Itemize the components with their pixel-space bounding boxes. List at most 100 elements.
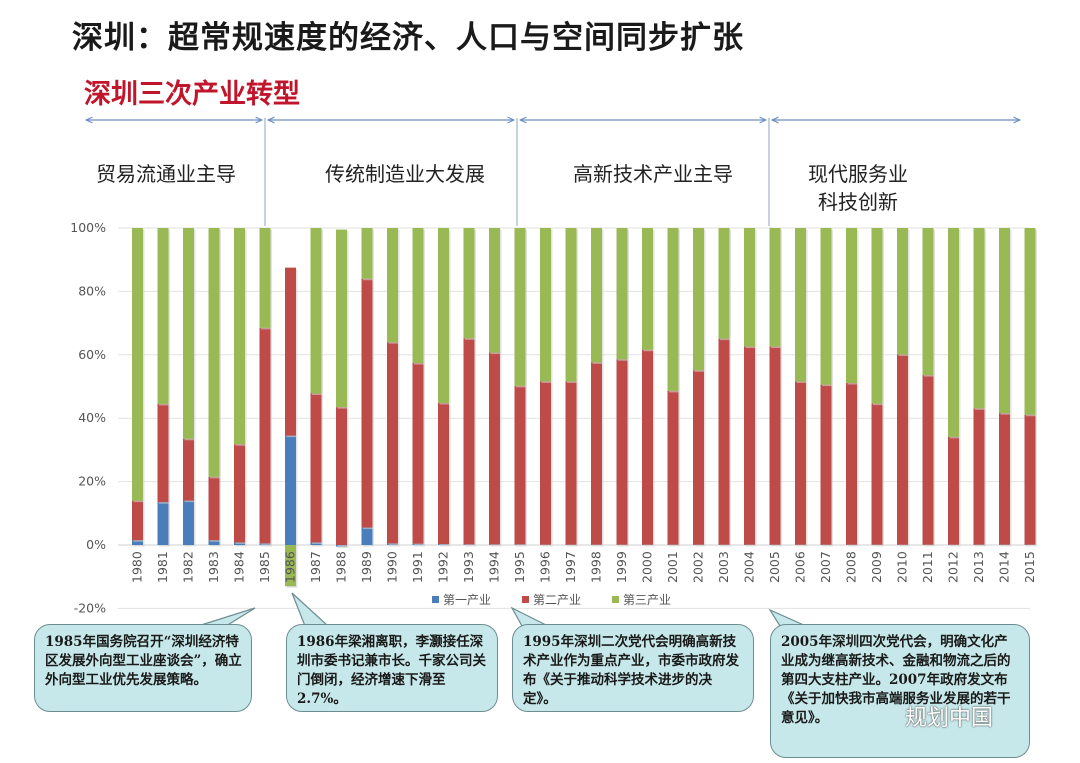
bar-segment <box>922 375 934 545</box>
phase-label-services: 现代服务业 科技创新 <box>808 162 908 214</box>
bar-segment <box>132 500 143 541</box>
bar-segment <box>693 228 704 371</box>
chart-legend: 第一产业 第二产业 第三产业 <box>432 593 671 607</box>
bar-segment <box>183 500 194 545</box>
bar-segment <box>846 228 857 384</box>
callout-tail <box>291 592 330 627</box>
bar-segment <box>591 228 602 363</box>
x-tick-label: 1981 <box>155 551 170 583</box>
bar-segment <box>897 228 908 355</box>
phase-label-hightech: 高新技术产业主导 <box>573 162 733 186</box>
legend-label: 第二产业 <box>533 593 581 607</box>
bar-segment <box>667 228 679 391</box>
x-tick-label: 1995 <box>512 551 527 583</box>
x-tick-label: 1984 <box>232 551 247 583</box>
bar-segment <box>999 228 1010 414</box>
x-tick-label: 1980 <box>130 551 145 583</box>
bar-segment <box>412 228 424 364</box>
bar-segment <box>693 370 704 545</box>
bar-segment <box>667 390 679 545</box>
bar-shadow <box>388 544 400 547</box>
legend-swatch <box>432 596 439 603</box>
bar-segment <box>846 383 857 545</box>
bar-segment <box>1024 414 1036 545</box>
bar-segment <box>285 435 296 545</box>
x-tick-label: 1983 <box>206 551 221 583</box>
bar-segment <box>922 228 934 376</box>
bar-segment <box>310 228 322 394</box>
legend-swatch <box>612 596 619 603</box>
bar-segment <box>387 228 398 343</box>
chart-subtitle: 深圳三次产业转型 <box>84 79 300 110</box>
x-tick-label: 1993 <box>461 551 476 583</box>
bar-segment <box>234 228 245 445</box>
bar-shadow <box>465 545 476 547</box>
x-tick-label: 2010 <box>895 551 910 583</box>
y-tick-label: -20% <box>74 600 106 615</box>
bar-segment <box>871 228 883 404</box>
bar-segment <box>540 228 551 382</box>
bar-segment <box>234 444 245 543</box>
x-tick-label: 2015 <box>1022 551 1037 583</box>
bar-segment <box>132 228 143 501</box>
bar-segment <box>948 228 959 437</box>
bar-segment <box>183 228 194 439</box>
bar-segment <box>489 352 500 545</box>
bar-segment <box>259 327 271 544</box>
y-tick-label: 20% <box>78 474 106 489</box>
bar-segment <box>208 228 220 477</box>
legend-label: 第三产业 <box>623 593 671 607</box>
bar-segment <box>310 393 322 543</box>
x-axis-ticks: 1980 1981 1982 1983 1984 1985 1986 1987 1988 1989… <box>130 551 1038 583</box>
bar-segment <box>438 402 449 545</box>
bar-segment <box>565 228 577 382</box>
bar-segment <box>157 403 169 503</box>
bar-segment <box>744 228 755 347</box>
watermark: 规划中国 <box>905 706 994 731</box>
page-title: 深圳：超常规速度的经济、人口与空间同步扩张 <box>72 20 744 56</box>
bar-segment <box>361 278 373 528</box>
callout-1995: 1995年深圳二次党代会明确高新技术产业作为重点产业，市委市政府发布《关于推动科… <box>512 624 754 712</box>
bar-segment <box>948 436 959 545</box>
bar-segment <box>412 363 424 544</box>
bar-segment <box>897 354 908 545</box>
bar-segment <box>336 407 347 545</box>
bar-segment <box>565 381 577 545</box>
x-tick-label: 2009 <box>869 551 884 583</box>
x-tick-label: 2014 <box>997 551 1012 583</box>
bar-segment <box>769 228 781 347</box>
bar-segment <box>132 540 143 545</box>
x-tick-label: 2011 <box>920 551 935 583</box>
phase-label-trade: 贸易流通业主导 <box>96 162 236 186</box>
bar-segment <box>973 408 985 545</box>
x-tick-label: 1990 <box>385 551 400 583</box>
bar-segment <box>540 381 551 545</box>
bar-segment <box>208 540 220 545</box>
bar-segment <box>871 403 883 545</box>
bar-segment <box>769 346 781 545</box>
x-tick-label: 2003 <box>716 551 731 583</box>
bar-segment <box>438 228 449 403</box>
phase-arrows <box>86 118 1020 226</box>
x-tick-label: 1994 <box>487 551 502 583</box>
bar-segment <box>718 338 730 545</box>
callout-2005: 2005年深圳四次党代会，明确文化产业成为继高新技术、金融和物流之后的第四大支柱… <box>770 624 1030 758</box>
bar-segment <box>999 413 1010 545</box>
bar-segment <box>973 228 985 409</box>
bar-shadow <box>439 545 451 547</box>
bar-segment <box>514 385 526 545</box>
bar-shadow <box>490 545 502 547</box>
legend-swatch <box>522 596 529 603</box>
bar-segment <box>591 362 602 545</box>
bar-segment <box>463 338 475 545</box>
x-tick-label: 1982 <box>181 551 196 583</box>
x-tick-label: 2001 <box>665 551 680 583</box>
bar-segment <box>616 228 628 360</box>
bar-segment <box>795 228 806 382</box>
bar-segment <box>183 438 194 501</box>
x-tick-label: 2005 <box>767 551 782 583</box>
bar-segment <box>1024 228 1036 415</box>
x-tick-label: 1988 <box>334 551 349 583</box>
x-tick-label: 2002 <box>691 551 706 583</box>
